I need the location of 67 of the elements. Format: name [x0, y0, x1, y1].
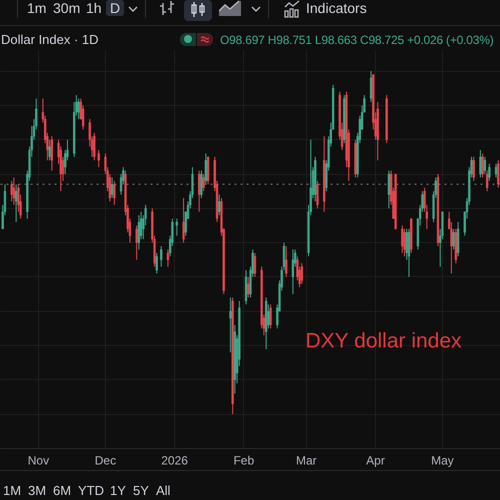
candlestick: [269, 304, 272, 329]
text: 1m: [27, 0, 46, 16]
text: 3M: [28, 483, 46, 499]
chart-title: Dollar Index · 1D: [1, 32, 99, 48]
candlestick: [403, 228, 406, 257]
candlestick: [77, 98, 80, 120]
candlestick: [370, 70, 372, 102]
candlestick: [229, 297, 232, 353]
x-tick-label: Nov: [28, 454, 50, 468]
candlestick: [82, 104, 84, 130]
candlestick: [156, 252, 158, 274]
x-tick-label: Apr: [366, 454, 385, 468]
candlestick: [14, 184, 18, 223]
text: 1M: [3, 483, 22, 499]
candlestick: [200, 170, 203, 199]
text: 1h: [86, 0, 102, 16]
text: 1Y: [110, 483, 126, 499]
candlestick: [10, 180, 13, 202]
candlestick: [182, 198, 185, 244]
candlestick: [479, 150, 482, 178]
candlestick: [166, 249, 170, 268]
text: Indicators: [306, 0, 367, 16]
candlestick: [12, 176, 16, 206]
x-tick-label: Mar: [296, 454, 317, 468]
candlestick: [176, 218, 178, 236]
x-tick-label: Feb: [233, 454, 254, 468]
x-tick-label: 2026: [161, 454, 188, 468]
candlestick: [48, 139, 51, 161]
x-tick-label: Dec: [94, 454, 116, 468]
text: D: [106, 0, 124, 16]
text: 5Y: [133, 483, 149, 499]
candlestick: [484, 156, 486, 175]
candlestick: [98, 150, 100, 168]
candlestick: [488, 163, 490, 182]
candlestick: [160, 246, 162, 268]
candlestick: [138, 214, 140, 250]
candlestick: [267, 304, 270, 329]
candlestick: [316, 180, 319, 209]
candlestick: [450, 222, 453, 274]
candlestick: [486, 170, 488, 192]
candlestick: [218, 194, 220, 216]
candlestick: [93, 132, 96, 161]
candlestick: [110, 176, 114, 199]
candlestick: [494, 163, 498, 178]
candlestick: [472, 156, 475, 182]
x-tick-label: May: [431, 454, 454, 468]
text: All: [156, 483, 170, 499]
chart-subtitle: O98.697 H98.751 L98.663 C98.725 +0.026 (+0.03%): [220, 32, 494, 48]
candlestick: [247, 276, 250, 298]
candlestick: [204, 152, 207, 185]
candlestick: [452, 228, 455, 250]
candlestick: [285, 246, 288, 278]
candlestick: [401, 224, 404, 254]
candlestick: [113, 180, 116, 206]
candlestick: [202, 174, 205, 192]
candlestick: [497, 160, 500, 188]
candlestick: [300, 262, 303, 284]
candlestick: [254, 252, 256, 278]
annotation: DXY dollar index: [306, 330, 462, 353]
candlestick: [292, 249, 294, 295]
candlestick: [388, 170, 390, 209]
text: 6M: [53, 483, 72, 499]
candlestick: [50, 136, 53, 172]
text: 30m: [53, 0, 80, 16]
candlestick: [482, 152, 484, 178]
text: YTD: [78, 483, 104, 499]
candlestick: [136, 224, 138, 260]
